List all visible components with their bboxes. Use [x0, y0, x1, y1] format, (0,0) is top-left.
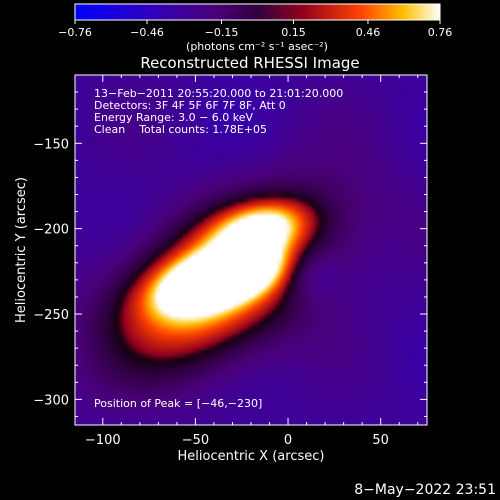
axes: −100 −50 0 50 −150 −200 −250 −300	[33, 74, 427, 448]
x-tick-label: −100	[85, 433, 121, 448]
heatmap-image	[75, 75, 427, 425]
annotation-counts: Clean Total counts: 1.78E+05	[94, 123, 267, 136]
colorbar-tick-label: −0.76	[58, 26, 92, 39]
colorbar-ticks: −0.76 −0.46 −0.15 0.15 0.46 0.76	[58, 20, 452, 39]
annotation-time-range: 13−Feb−2011 20:55:20.000 to 21:01:20.000	[94, 87, 343, 100]
x-tick-label: 0	[284, 433, 292, 448]
annotation-detectors: Detectors: 3F 4F 5F 6F 7F 8F, Att 0	[94, 99, 286, 112]
colorbar	[75, 4, 440, 20]
colorbar-tick-label: 0.15	[281, 26, 306, 39]
colorbar-tick-label: −0.15	[205, 26, 239, 39]
colorbar-tick-label: 0.46	[356, 26, 381, 39]
footer-timestamp: 8−May−2022 23:51	[354, 482, 496, 498]
x-tick-label: 50	[372, 433, 389, 448]
y-axis-label: Heliocentric Y (arcsec)	[14, 177, 29, 323]
y-tick-label: −150	[33, 137, 69, 152]
y-tick-label: −200	[33, 223, 69, 238]
annotation-energy-range: Energy Range: 3.0 − 6.0 keV	[94, 111, 254, 124]
peak-position-label: Position of Peak = [−46,−230]	[94, 397, 262, 410]
y-tick-label: −300	[33, 393, 69, 408]
colorbar-frame	[74, 3, 441, 21]
colorbar-tick-label: −0.46	[130, 26, 164, 39]
colorbar-tick-label: 0.76	[428, 26, 453, 39]
x-tick-label: −50	[182, 433, 209, 448]
chart-title: Reconstructed RHESSI Image	[140, 54, 359, 72]
x-axis-label: Heliocentric X (arcsec)	[178, 449, 325, 464]
y-tick-label: −250	[33, 308, 69, 323]
colorbar-label: (photons cm⁻² s⁻¹ asec⁻²)	[186, 40, 328, 53]
